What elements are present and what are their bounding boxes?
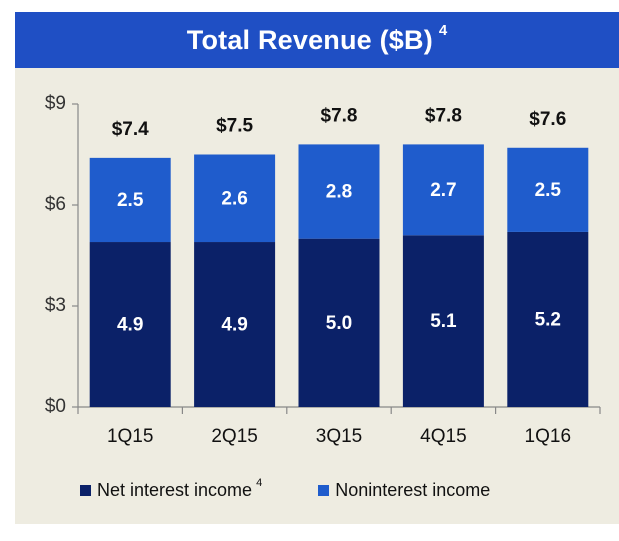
title-footnote: 4: [438, 21, 448, 39]
bar-total-label: $7.4: [112, 119, 149, 140]
bar-value-label: 2.5: [117, 190, 144, 211]
bar-total-label: $7.8: [321, 105, 358, 126]
x-category-label: 2Q15: [211, 426, 257, 447]
bar-net-interest-income: [89, 242, 171, 407]
bar-noninterest-income: [89, 157, 171, 243]
bar-value-label: 4.9: [221, 315, 247, 336]
bar-value-label: 4.9: [117, 315, 143, 336]
bar-net-interest-income: [298, 238, 380, 407]
bar-total-label: $7.6: [529, 109, 566, 130]
bar-noninterest-income: [402, 144, 484, 236]
bar-net-interest-income: [507, 231, 589, 407]
bar-value-label: 5.1: [430, 311, 457, 332]
bar-total-label: $7.8: [425, 105, 462, 126]
bar-noninterest-income: [194, 154, 276, 243]
bar-net-interest-income: [402, 235, 484, 407]
legend-swatch-net-interest-income: [80, 484, 91, 496]
x-category-label: 4Q15: [420, 426, 466, 447]
legend-label: Net interest income: [97, 479, 253, 500]
legend-swatch-noninterest-income: [318, 484, 330, 496]
bar-noninterest-income: [298, 144, 380, 239]
y-tick-label: $9: [45, 93, 66, 114]
bar-value-label: 5.2: [535, 309, 561, 330]
x-category-label: 1Q16: [525, 426, 571, 447]
bar-value-label: 2.7: [430, 180, 456, 201]
bar-net-interest-income: [194, 242, 276, 407]
bar-value-label: 5.0: [326, 313, 352, 334]
bar-value-label: 2.5: [535, 180, 562, 201]
bar-total-label: $7.5: [216, 116, 253, 137]
chart-title: Total Revenue ($B): [186, 24, 433, 55]
bar-value-label: 2.8: [326, 182, 352, 203]
x-category-label: 3Q15: [316, 426, 362, 447]
chart-title-bar: Total Revenue ($B) 4: [15, 12, 619, 68]
legend-footnote: 4: [256, 477, 263, 489]
y-tick-label: $0: [45, 396, 66, 417]
y-tick-label: $6: [45, 194, 66, 215]
legend-label: Noninterest income: [335, 479, 491, 500]
x-category-label: 1Q15: [107, 426, 153, 447]
bar-noninterest-income: [507, 147, 589, 232]
legend-item-net-interest-income: Net interest income 4: [80, 477, 263, 501]
bar-value-label: 2.6: [221, 188, 247, 209]
legend-item-noninterest-income: Noninterest income: [318, 480, 490, 501]
legend: Net interest income 4 Noninterest income: [80, 477, 546, 503]
y-tick-label: $3: [45, 295, 66, 316]
